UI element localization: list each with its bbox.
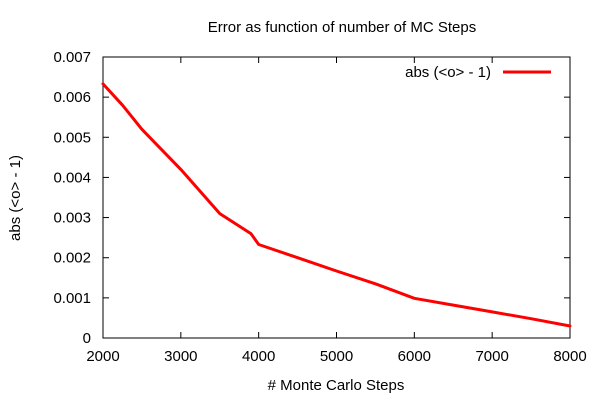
legend-label: abs (<o> - 1) (405, 64, 491, 81)
x-tick-label: 7000 (475, 348, 508, 365)
y-tick-label: 0 (83, 330, 91, 347)
series-line (101, 82, 572, 328)
y-tick-label: 0.006 (53, 89, 91, 106)
x-tick-label: 5000 (320, 348, 353, 365)
chart-title: Error as function of number of MC Steps (208, 19, 476, 36)
x-tick-label: 6000 (398, 348, 431, 365)
y-tick-label: 0.007 (53, 49, 91, 66)
x-axis-label: # Monte Carlo Steps (268, 377, 405, 394)
axis-ticks: 2000 3000 4000 5000 6000 7000 8000 0 0.001 0.002 0… (53, 49, 586, 365)
x-tick-label: 3000 (164, 348, 197, 365)
x-tick-label: 8000 (553, 348, 586, 365)
plot-area-frame (102, 56, 571, 339)
y-tick-label: 0.002 (53, 250, 91, 267)
x-tick-label: 2000 (86, 348, 119, 365)
y-tick-label: 0.001 (53, 290, 91, 307)
y-axis-label: abs (<o> - 1) (7, 155, 24, 241)
legend: abs (<o> - 1) (405, 64, 551, 81)
x-tick-label: 4000 (242, 348, 275, 365)
y-tick-label: 0.003 (53, 210, 91, 227)
y-tick-label: 0.004 (53, 169, 91, 186)
y-tick-label: 0.005 (53, 129, 91, 146)
